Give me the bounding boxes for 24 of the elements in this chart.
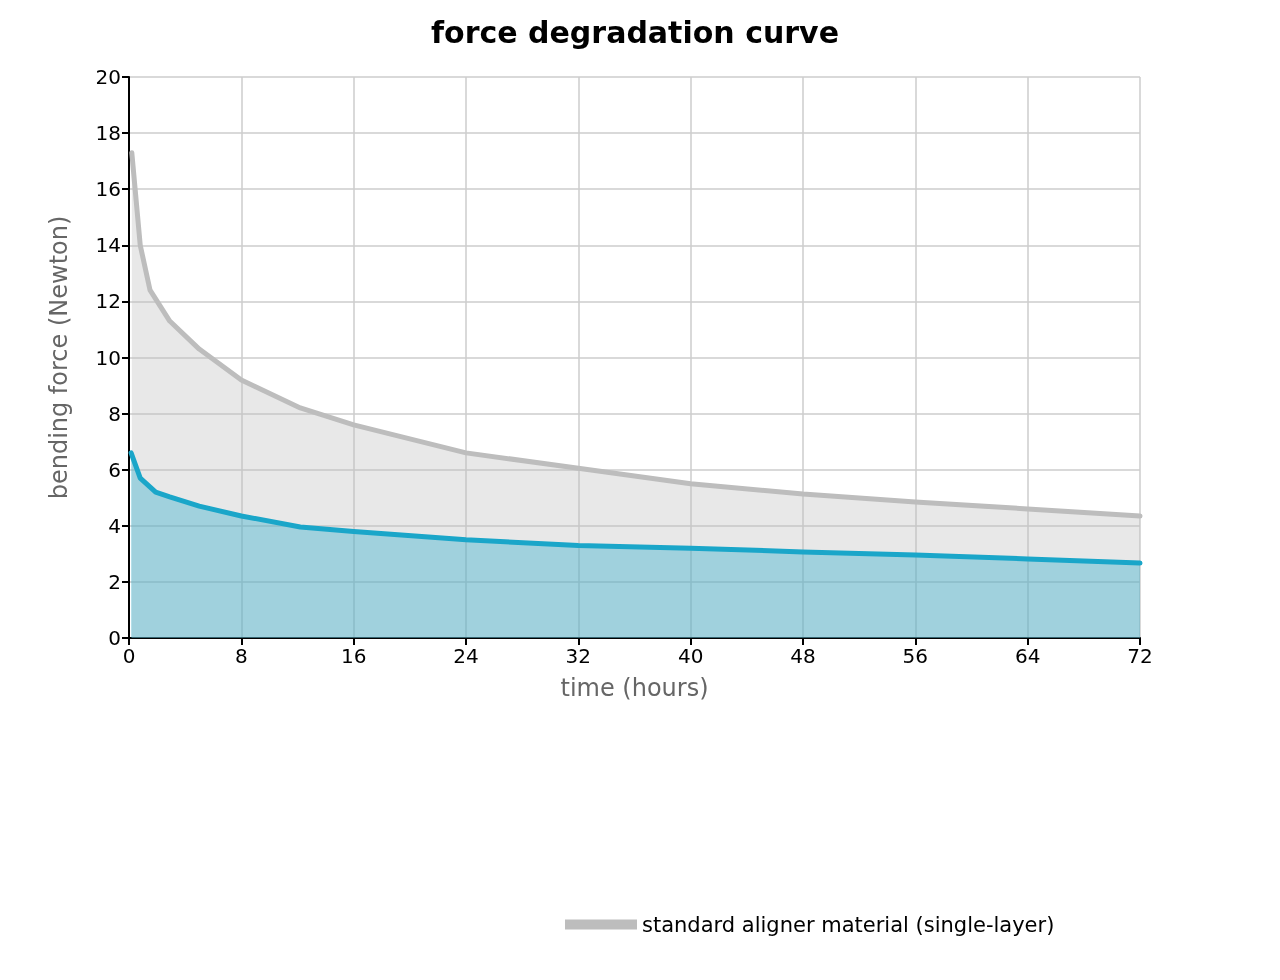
y-tick-label: 8 bbox=[108, 401, 121, 426]
x-tick-label: 32 bbox=[565, 644, 592, 668]
x-tick-label: 40 bbox=[677, 644, 704, 668]
y-axis-title: bending force (Newton) bbox=[45, 215, 73, 500]
y-tick-label: 18 bbox=[95, 121, 121, 146]
x-axis-title: time (hours) bbox=[560, 674, 709, 702]
y-tick-label: 0 bbox=[108, 626, 121, 650]
y-tick-label: 4 bbox=[108, 513, 121, 538]
y-tick-label: 2 bbox=[108, 569, 121, 594]
chart-title: force degradation curve bbox=[431, 14, 839, 50]
x-tick-label: 8 bbox=[234, 644, 248, 668]
y-tick-label: 6 bbox=[108, 457, 121, 482]
x-tick-label: 64 bbox=[1014, 644, 1041, 668]
y-tick-label: 12 bbox=[95, 289, 121, 314]
y-tick-label: 14 bbox=[95, 233, 121, 258]
x-tick-label: 56 bbox=[902, 644, 929, 668]
y-tick-label: 10 bbox=[95, 345, 121, 370]
x-tick-label: 48 bbox=[790, 644, 816, 668]
y-tick-label: 20 bbox=[95, 65, 121, 89]
x-tick-label: 16 bbox=[340, 644, 367, 668]
y-tick-label: 16 bbox=[95, 177, 121, 202]
legend-label: standard aligner material (single-layer) bbox=[642, 912, 1055, 937]
x-tick-label: 24 bbox=[453, 644, 479, 668]
x-tick-label: 72 bbox=[1127, 644, 1153, 668]
